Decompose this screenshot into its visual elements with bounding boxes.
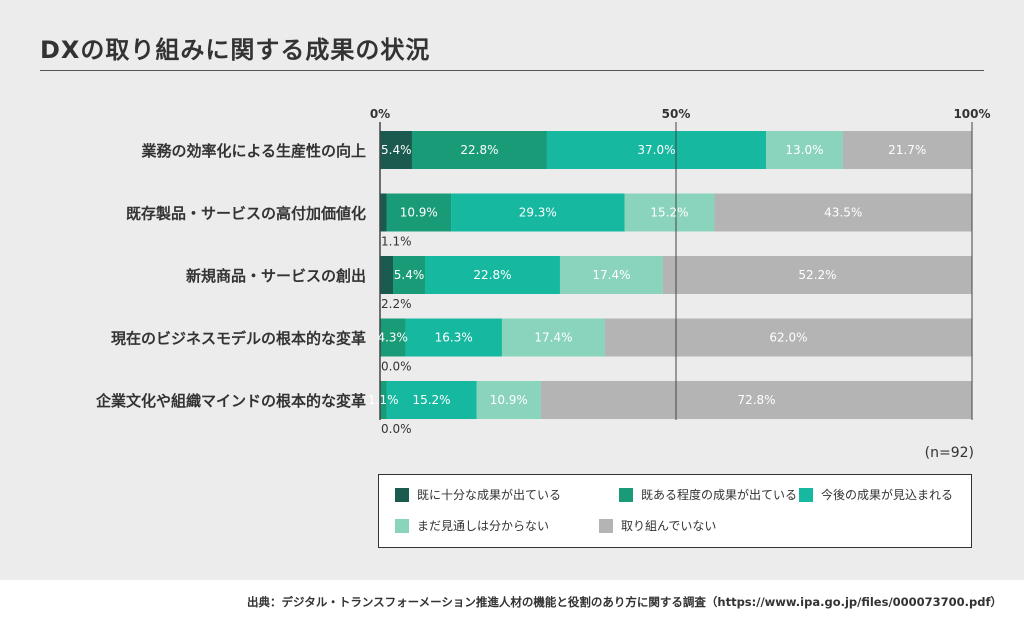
sample-size-label: (n=92)	[924, 445, 974, 461]
bar-segment	[476, 381, 542, 419]
bar-segment	[380, 193, 387, 232]
data-label: 22.8%	[460, 143, 498, 157]
data-label: 43.5%	[824, 206, 862, 220]
data-label: 16.3%	[435, 331, 473, 345]
legend-label: 既に十分な成果が出ている	[417, 488, 562, 502]
category-label: 既存製品・サービスの高付加価値化	[126, 205, 366, 223]
data-label: 13.0%	[785, 143, 823, 157]
bar-segment	[386, 381, 477, 419]
legend-item: 今後の成果が見込まれる	[799, 486, 953, 503]
data-label: 1.1%	[381, 235, 412, 249]
data-label: 15.2%	[412, 393, 450, 407]
bar-segment	[662, 256, 972, 294]
data-label: 17.4%	[534, 331, 572, 345]
chart-title: DXの取り組みに関する成果の状況	[40, 36, 431, 64]
category-label: 業務の効率化による生産性の向上	[140, 142, 366, 160]
data-label: 5.4%	[394, 268, 425, 282]
chart-legend: 既に十分な成果が出ている 既ある程度の成果が出ている 今後の成果が見込まれるまだ見通…	[378, 474, 972, 548]
source-citation: 出典：デジタル・トランスフォーメーション推進人材の機能と役割のあり方に関する調査…	[247, 595, 1002, 609]
bar-segment	[451, 193, 625, 232]
bar-segment	[424, 256, 560, 294]
x-tick-label: 0%	[370, 107, 390, 121]
x-tick-label: 100%	[953, 107, 990, 121]
data-label: 2.2%	[381, 297, 412, 311]
data-label: 21.7%	[888, 143, 926, 157]
legend-item: 既に十分な成果が出ている	[395, 486, 561, 503]
x-tick-label: 50%	[662, 107, 691, 121]
category-label: 現在のビジネスモデルの根本的な変革	[111, 330, 366, 348]
data-label: 22.8%	[473, 268, 511, 282]
data-label: 52.2%	[798, 268, 836, 282]
bar-segment	[411, 131, 547, 169]
bar-segment	[380, 381, 387, 419]
title-divider	[40, 70, 984, 71]
bar-segment	[405, 318, 502, 357]
bar-segment	[624, 193, 715, 232]
data-label: 4.3%	[377, 331, 408, 345]
data-label: 37.0%	[637, 143, 675, 157]
stacked-bar-chart: 業務の効率化による生産性の向上既存製品・サービスの高付加価値化新規商品・サービス…	[95, 107, 991, 436]
data-label: 10.9%	[490, 393, 528, 407]
category-label: 企業文化や組織マインドの根本的な変革	[95, 392, 366, 410]
data-label: 15.2%	[650, 206, 688, 220]
bar-segment	[541, 381, 972, 419]
bar-segment	[765, 131, 843, 169]
legend-swatch	[799, 487, 813, 502]
data-label: 0.0%	[381, 422, 412, 436]
data-label: 10.9%	[400, 206, 438, 220]
bar-segment	[380, 131, 412, 169]
bar-segment	[380, 318, 406, 357]
bar-segment	[501, 318, 605, 357]
bar-segment	[546, 131, 766, 169]
data-label: 62.0%	[769, 331, 807, 345]
legend-label: まだ見通しは分からない	[417, 519, 550, 533]
legend-swatch	[395, 487, 409, 502]
bar-segment	[842, 131, 972, 169]
legend-swatch	[599, 518, 613, 533]
bar-segment	[714, 193, 972, 232]
category-label: 新規商品・サービスの創出	[186, 267, 366, 285]
legend-item: まだ見通しは分からない	[395, 517, 549, 534]
data-label: 0.0%	[381, 360, 412, 374]
legend-label: 取り組んでいない	[621, 519, 717, 533]
legend-label: 今後の成果が見込まれる	[821, 488, 954, 502]
bar-segment	[393, 256, 425, 294]
legend-item: 既ある程度の成果が出ている	[619, 486, 797, 503]
data-label: 29.3%	[519, 206, 557, 220]
bar-segment	[386, 193, 452, 232]
bar-segment	[380, 256, 394, 294]
data-label: 5.4%	[381, 143, 412, 157]
data-label: 17.4%	[592, 268, 630, 282]
legend-swatch	[395, 518, 409, 533]
bar-segment	[559, 256, 663, 294]
legend-swatch	[619, 487, 633, 502]
legend-item: 取り組んでいない	[599, 517, 716, 534]
data-label: 1.1%	[368, 393, 399, 407]
data-label: 72.8%	[737, 393, 775, 407]
legend-label: 既ある程度の成果が出ている	[641, 488, 798, 502]
bar-segment	[604, 318, 972, 357]
